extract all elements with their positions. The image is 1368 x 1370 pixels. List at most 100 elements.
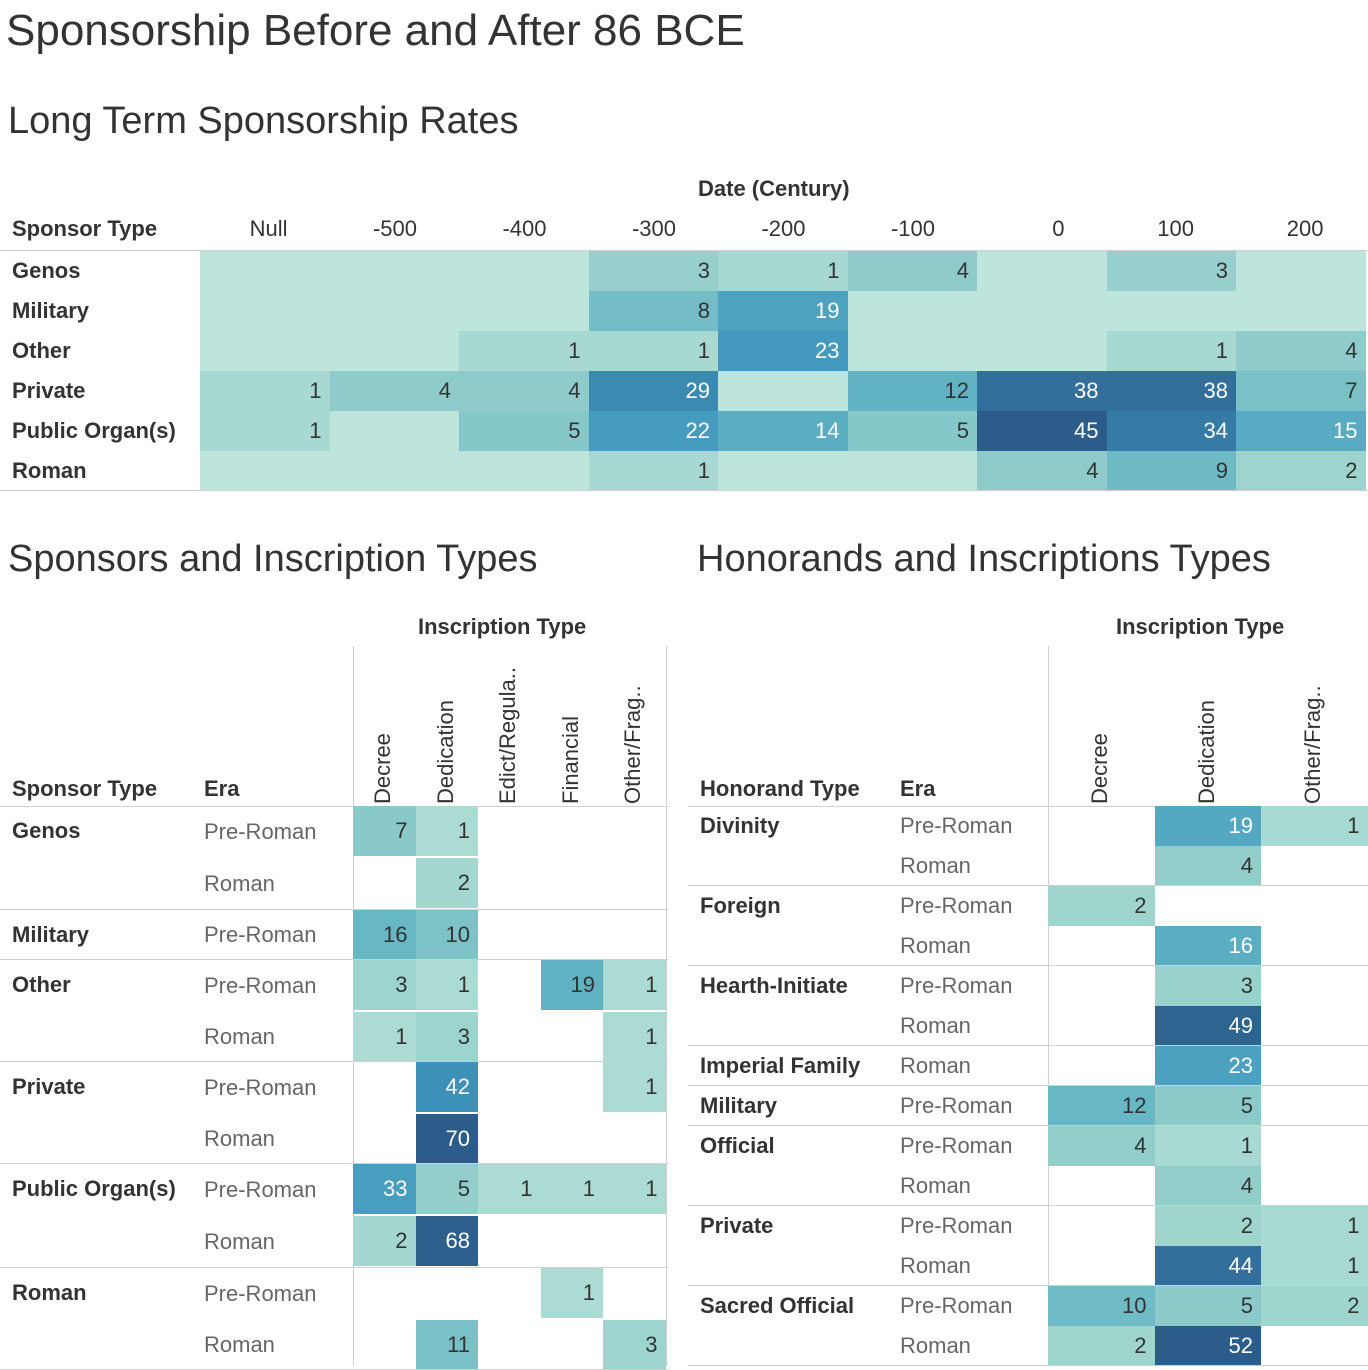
group-divider bbox=[688, 1125, 1368, 1126]
heatmap-cell: 2 bbox=[353, 1216, 416, 1266]
heatmap-cell: 1 bbox=[541, 1164, 604, 1214]
heatmap-cell: 33 bbox=[353, 1164, 416, 1214]
row-label: Roman bbox=[12, 458, 87, 484]
era-label: Pre-Roman bbox=[900, 893, 1012, 919]
heatmap-cell: 5 bbox=[416, 1164, 479, 1214]
group-label: Divinity bbox=[700, 813, 779, 839]
heatmap-cell: 1 bbox=[1155, 1126, 1262, 1166]
heatmap-cell: 1 bbox=[416, 806, 479, 856]
column-header: -200 bbox=[718, 216, 806, 242]
heatmap-cell: 38 bbox=[977, 371, 1107, 411]
grid-divider bbox=[0, 806, 668, 807]
heatmap-cell: 3 bbox=[589, 251, 719, 291]
era-label: Pre-Roman bbox=[204, 1281, 316, 1307]
heatmap-cell: 16 bbox=[1155, 926, 1262, 966]
column-header: Edict/Regula.. bbox=[495, 667, 521, 804]
row-header: Era bbox=[204, 776, 239, 802]
heatmap-cell: 10 bbox=[416, 910, 479, 960]
era-label: Roman bbox=[900, 1173, 971, 1199]
era-label: Roman bbox=[900, 1253, 971, 1279]
heatmap-cell: 1 bbox=[200, 371, 330, 411]
row-label: Genos bbox=[12, 258, 80, 284]
group-label: Imperial Family bbox=[700, 1053, 860, 1079]
chart-title: Honorands and Inscriptions Types bbox=[697, 538, 1271, 581]
heatmap-cell: 1 bbox=[589, 451, 719, 491]
heatmap-cell: 68 bbox=[416, 1216, 479, 1266]
heatmap-cell: 1 bbox=[718, 251, 848, 291]
heatmap-cell: 38 bbox=[1107, 371, 1237, 411]
group-divider bbox=[688, 1365, 1368, 1366]
heatmap-cell: 3 bbox=[353, 960, 416, 1010]
heatmap-cell: 1 bbox=[353, 1012, 416, 1062]
heatmap-cell: 7 bbox=[353, 806, 416, 856]
group-label: Military bbox=[700, 1093, 777, 1119]
group-divider bbox=[688, 885, 1368, 886]
heatmap-cell: 70 bbox=[416, 1114, 479, 1164]
era-label: Roman bbox=[204, 1229, 275, 1255]
era-label: Pre-Roman bbox=[900, 1213, 1012, 1239]
column-header: 100 bbox=[1107, 216, 1195, 242]
heatmap-cell: 16 bbox=[353, 910, 416, 960]
heatmap-cell: 1 bbox=[459, 331, 589, 371]
heatmap-cell: 1 bbox=[603, 960, 666, 1010]
heatmap-cell: 4 bbox=[1236, 331, 1366, 371]
heatmap-cell: 1 bbox=[589, 331, 719, 371]
era-label: Pre-Roman bbox=[900, 1293, 1012, 1319]
heatmap-cell: 1 bbox=[1261, 806, 1368, 846]
x-axis-label: Inscription Type bbox=[418, 614, 586, 640]
heatmap-cell: 15 bbox=[1236, 411, 1366, 451]
row-label: Military bbox=[12, 298, 89, 324]
heatmap-cell: 49 bbox=[1155, 1006, 1262, 1046]
heatmap-cell: 2 bbox=[1236, 451, 1366, 491]
heatmap-cell: 4 bbox=[1048, 1126, 1155, 1166]
heatmap-cell: 3 bbox=[1107, 251, 1237, 291]
column-header: Other/Frag.. bbox=[1300, 685, 1326, 804]
row-label: Public Organ(s) bbox=[12, 418, 176, 444]
heatmap-cell: 1 bbox=[416, 960, 479, 1010]
heatmap-cell: 14 bbox=[718, 411, 848, 451]
era-label: Pre-Roman bbox=[204, 1075, 316, 1101]
grid-divider bbox=[1048, 646, 1049, 1366]
era-label: Roman bbox=[204, 1024, 275, 1050]
column-header: Financial bbox=[558, 716, 584, 804]
heatmap-cell: 1 bbox=[603, 1164, 666, 1214]
column-header: 200 bbox=[1236, 216, 1324, 242]
group-label: Official bbox=[700, 1133, 775, 1159]
heatmap-cell: 4 bbox=[1155, 846, 1262, 886]
group-label: Private bbox=[12, 1074, 85, 1100]
heatmap-cell: 22 bbox=[589, 411, 719, 451]
era-label: Roman bbox=[900, 1013, 971, 1039]
column-header: Other/Frag.. bbox=[620, 685, 646, 804]
era-label: Pre-Roman bbox=[204, 1177, 316, 1203]
heatmap-cell: 23 bbox=[718, 331, 848, 371]
heatmap-cell: 1 bbox=[603, 1012, 666, 1062]
column-header: Decree bbox=[1087, 733, 1113, 804]
heatmap-cell: 19 bbox=[541, 960, 604, 1010]
heatmap-cell: 5 bbox=[1155, 1086, 1262, 1126]
heatmap-cell: 1 bbox=[603, 1062, 666, 1112]
row-header: Honorand Type bbox=[700, 776, 860, 802]
chart-title: Sponsors and Inscription Types bbox=[8, 538, 538, 581]
era-label: Roman bbox=[204, 871, 275, 897]
era-label: Pre-Roman bbox=[900, 1133, 1012, 1159]
heatmap-cell: 23 bbox=[1155, 1046, 1262, 1086]
era-label: Roman bbox=[900, 933, 971, 959]
heatmap-cell: 19 bbox=[1155, 806, 1262, 846]
heatmap-cell: 42 bbox=[416, 1062, 479, 1112]
row-label: Other bbox=[12, 338, 71, 364]
heatmap-cell: 2 bbox=[416, 858, 479, 908]
x-axis-label: Inscription Type bbox=[1116, 614, 1284, 640]
column-header: Null bbox=[200, 216, 288, 242]
era-label: Roman bbox=[204, 1332, 275, 1358]
heatmap-cell: 4 bbox=[977, 451, 1107, 491]
group-label: Public Organ(s) bbox=[12, 1176, 176, 1202]
era-label: Roman bbox=[204, 1126, 275, 1152]
era-label: Pre-Roman bbox=[204, 973, 316, 999]
grid-divider bbox=[0, 490, 1368, 491]
group-label: Hearth-Initiate bbox=[700, 973, 848, 999]
heatmap-cell: 2 bbox=[1261, 1286, 1368, 1326]
dashboard-title: Sponsorship Before and After 86 BCE bbox=[6, 6, 745, 56]
heatmap-cell: 12 bbox=[848, 371, 978, 411]
heatmap-cell: 1 bbox=[1261, 1246, 1368, 1286]
column-header: Dedication bbox=[433, 700, 459, 804]
